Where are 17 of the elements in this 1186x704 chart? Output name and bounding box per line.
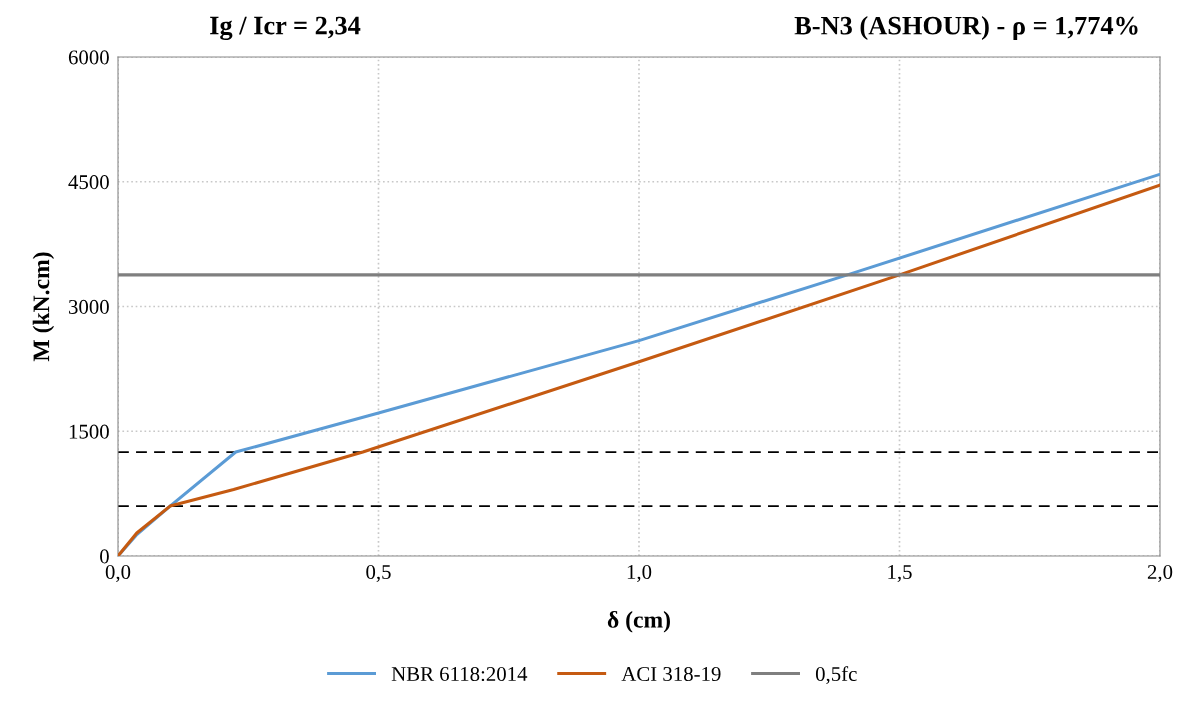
legend-label: NBR 6118:2014 xyxy=(391,666,528,682)
x-tick-label: 1,5 xyxy=(888,565,912,582)
y-tick-label: 0 xyxy=(100,549,109,564)
chart-subtitle: B-N3 (ASHOUR) - ρ = 1,774% xyxy=(794,16,1138,40)
chart-title: Ig / Icr = 2,34 xyxy=(210,16,361,40)
x-tick-label: 2,0 xyxy=(1147,564,1173,582)
y-tick-label: 3000 xyxy=(69,299,109,314)
y-tick-label: 6000 xyxy=(68,50,109,65)
y-tick-label: 1500 xyxy=(69,424,109,439)
legend-label: 0,5fc xyxy=(815,666,857,685)
legend-label: ACI 318-19 xyxy=(621,666,721,682)
x-tick-label: 0,0 xyxy=(105,564,131,582)
x-tick-label: 0,5 xyxy=(366,564,391,582)
y-tick-label: 4500 xyxy=(68,175,109,190)
x-axis-title: δ (cm) xyxy=(607,611,670,633)
y-axis-title: M (kN.cm) xyxy=(32,252,55,362)
x-tick-label: 1,0 xyxy=(627,564,652,582)
